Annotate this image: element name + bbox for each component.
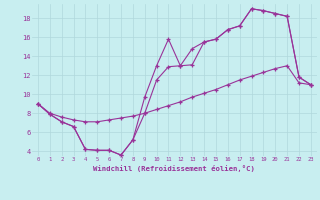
X-axis label: Windchill (Refroidissement éolien,°C): Windchill (Refroidissement éolien,°C) [93,165,255,172]
